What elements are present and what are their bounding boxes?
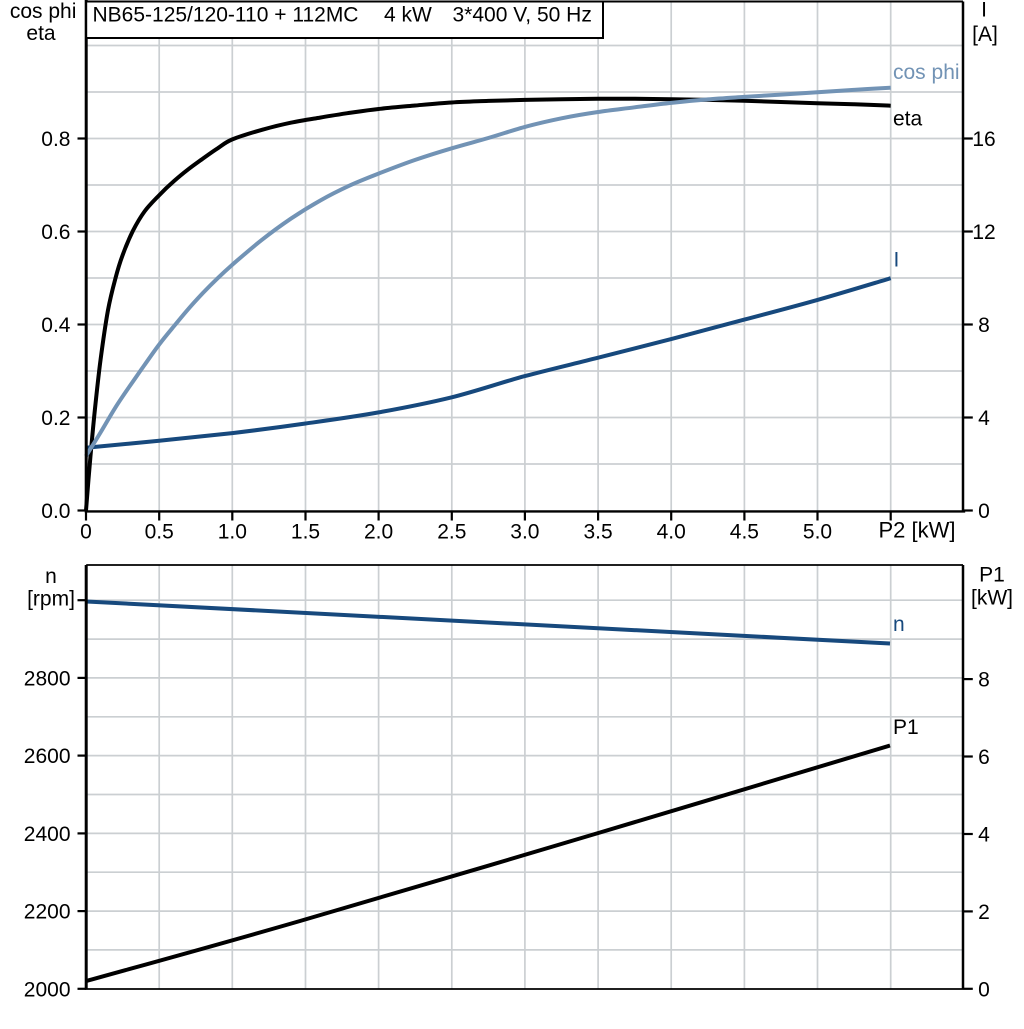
svg-text:4 kW: 4 kW <box>384 4 432 27</box>
svg-text:eta: eta <box>893 108 923 131</box>
svg-text:n: n <box>45 565 57 588</box>
svg-text:[A]: [A] <box>972 23 998 46</box>
svg-text:12: 12 <box>972 221 995 244</box>
svg-text:0.5: 0.5 <box>145 521 174 544</box>
svg-text:5.0: 5.0 <box>803 521 832 544</box>
svg-text:0: 0 <box>80 521 92 544</box>
svg-text:2400: 2400 <box>24 823 71 846</box>
svg-text:2000: 2000 <box>24 978 71 1001</box>
svg-text:1.5: 1.5 <box>291 521 320 544</box>
svg-text:P2 [kW]: P2 [kW] <box>878 518 955 543</box>
svg-text:4: 4 <box>978 824 990 847</box>
svg-text:cos phi: cos phi <box>893 61 960 84</box>
svg-text:0.4: 0.4 <box>41 314 71 337</box>
svg-text:3.5: 3.5 <box>583 521 612 544</box>
svg-text:NB65-125/120-110 + 112MC: NB65-125/120-110 + 112MC <box>93 4 359 27</box>
svg-text:8: 8 <box>978 669 990 692</box>
svg-text:2200: 2200 <box>24 901 71 924</box>
svg-text:0.6: 0.6 <box>41 221 70 244</box>
svg-text:3.0: 3.0 <box>510 521 539 544</box>
svg-text:0.8: 0.8 <box>41 128 70 151</box>
svg-text:2.0: 2.0 <box>364 521 393 544</box>
svg-text:n: n <box>893 613 905 636</box>
svg-text:4.5: 4.5 <box>730 521 759 544</box>
svg-text:2.5: 2.5 <box>437 521 466 544</box>
svg-text:1.0: 1.0 <box>218 521 247 544</box>
svg-text:8: 8 <box>978 314 990 337</box>
svg-text:2600: 2600 <box>24 745 71 768</box>
svg-text:16: 16 <box>972 128 995 151</box>
svg-text:eta: eta <box>26 22 56 45</box>
svg-text:3*400 V, 50 Hz: 3*400 V, 50 Hz <box>453 4 592 27</box>
svg-text:I: I <box>894 249 900 272</box>
svg-text:0: 0 <box>978 500 990 523</box>
svg-text:[kW]: [kW] <box>971 587 1013 610</box>
svg-text:I: I <box>981 0 987 22</box>
svg-text:P1: P1 <box>979 564 1005 587</box>
svg-text:2: 2 <box>978 901 990 924</box>
svg-text:0.0: 0.0 <box>41 500 70 523</box>
svg-text:4: 4 <box>978 407 990 430</box>
svg-text:P1: P1 <box>893 716 919 739</box>
svg-text:2800: 2800 <box>24 667 71 690</box>
svg-text:cos phi: cos phi <box>10 0 77 23</box>
svg-text:6: 6 <box>978 746 990 769</box>
svg-text:0: 0 <box>978 978 990 1001</box>
svg-text:0.2: 0.2 <box>41 407 70 430</box>
svg-text:4.0: 4.0 <box>657 521 686 544</box>
svg-text:[rpm]: [rpm] <box>27 588 75 611</box>
